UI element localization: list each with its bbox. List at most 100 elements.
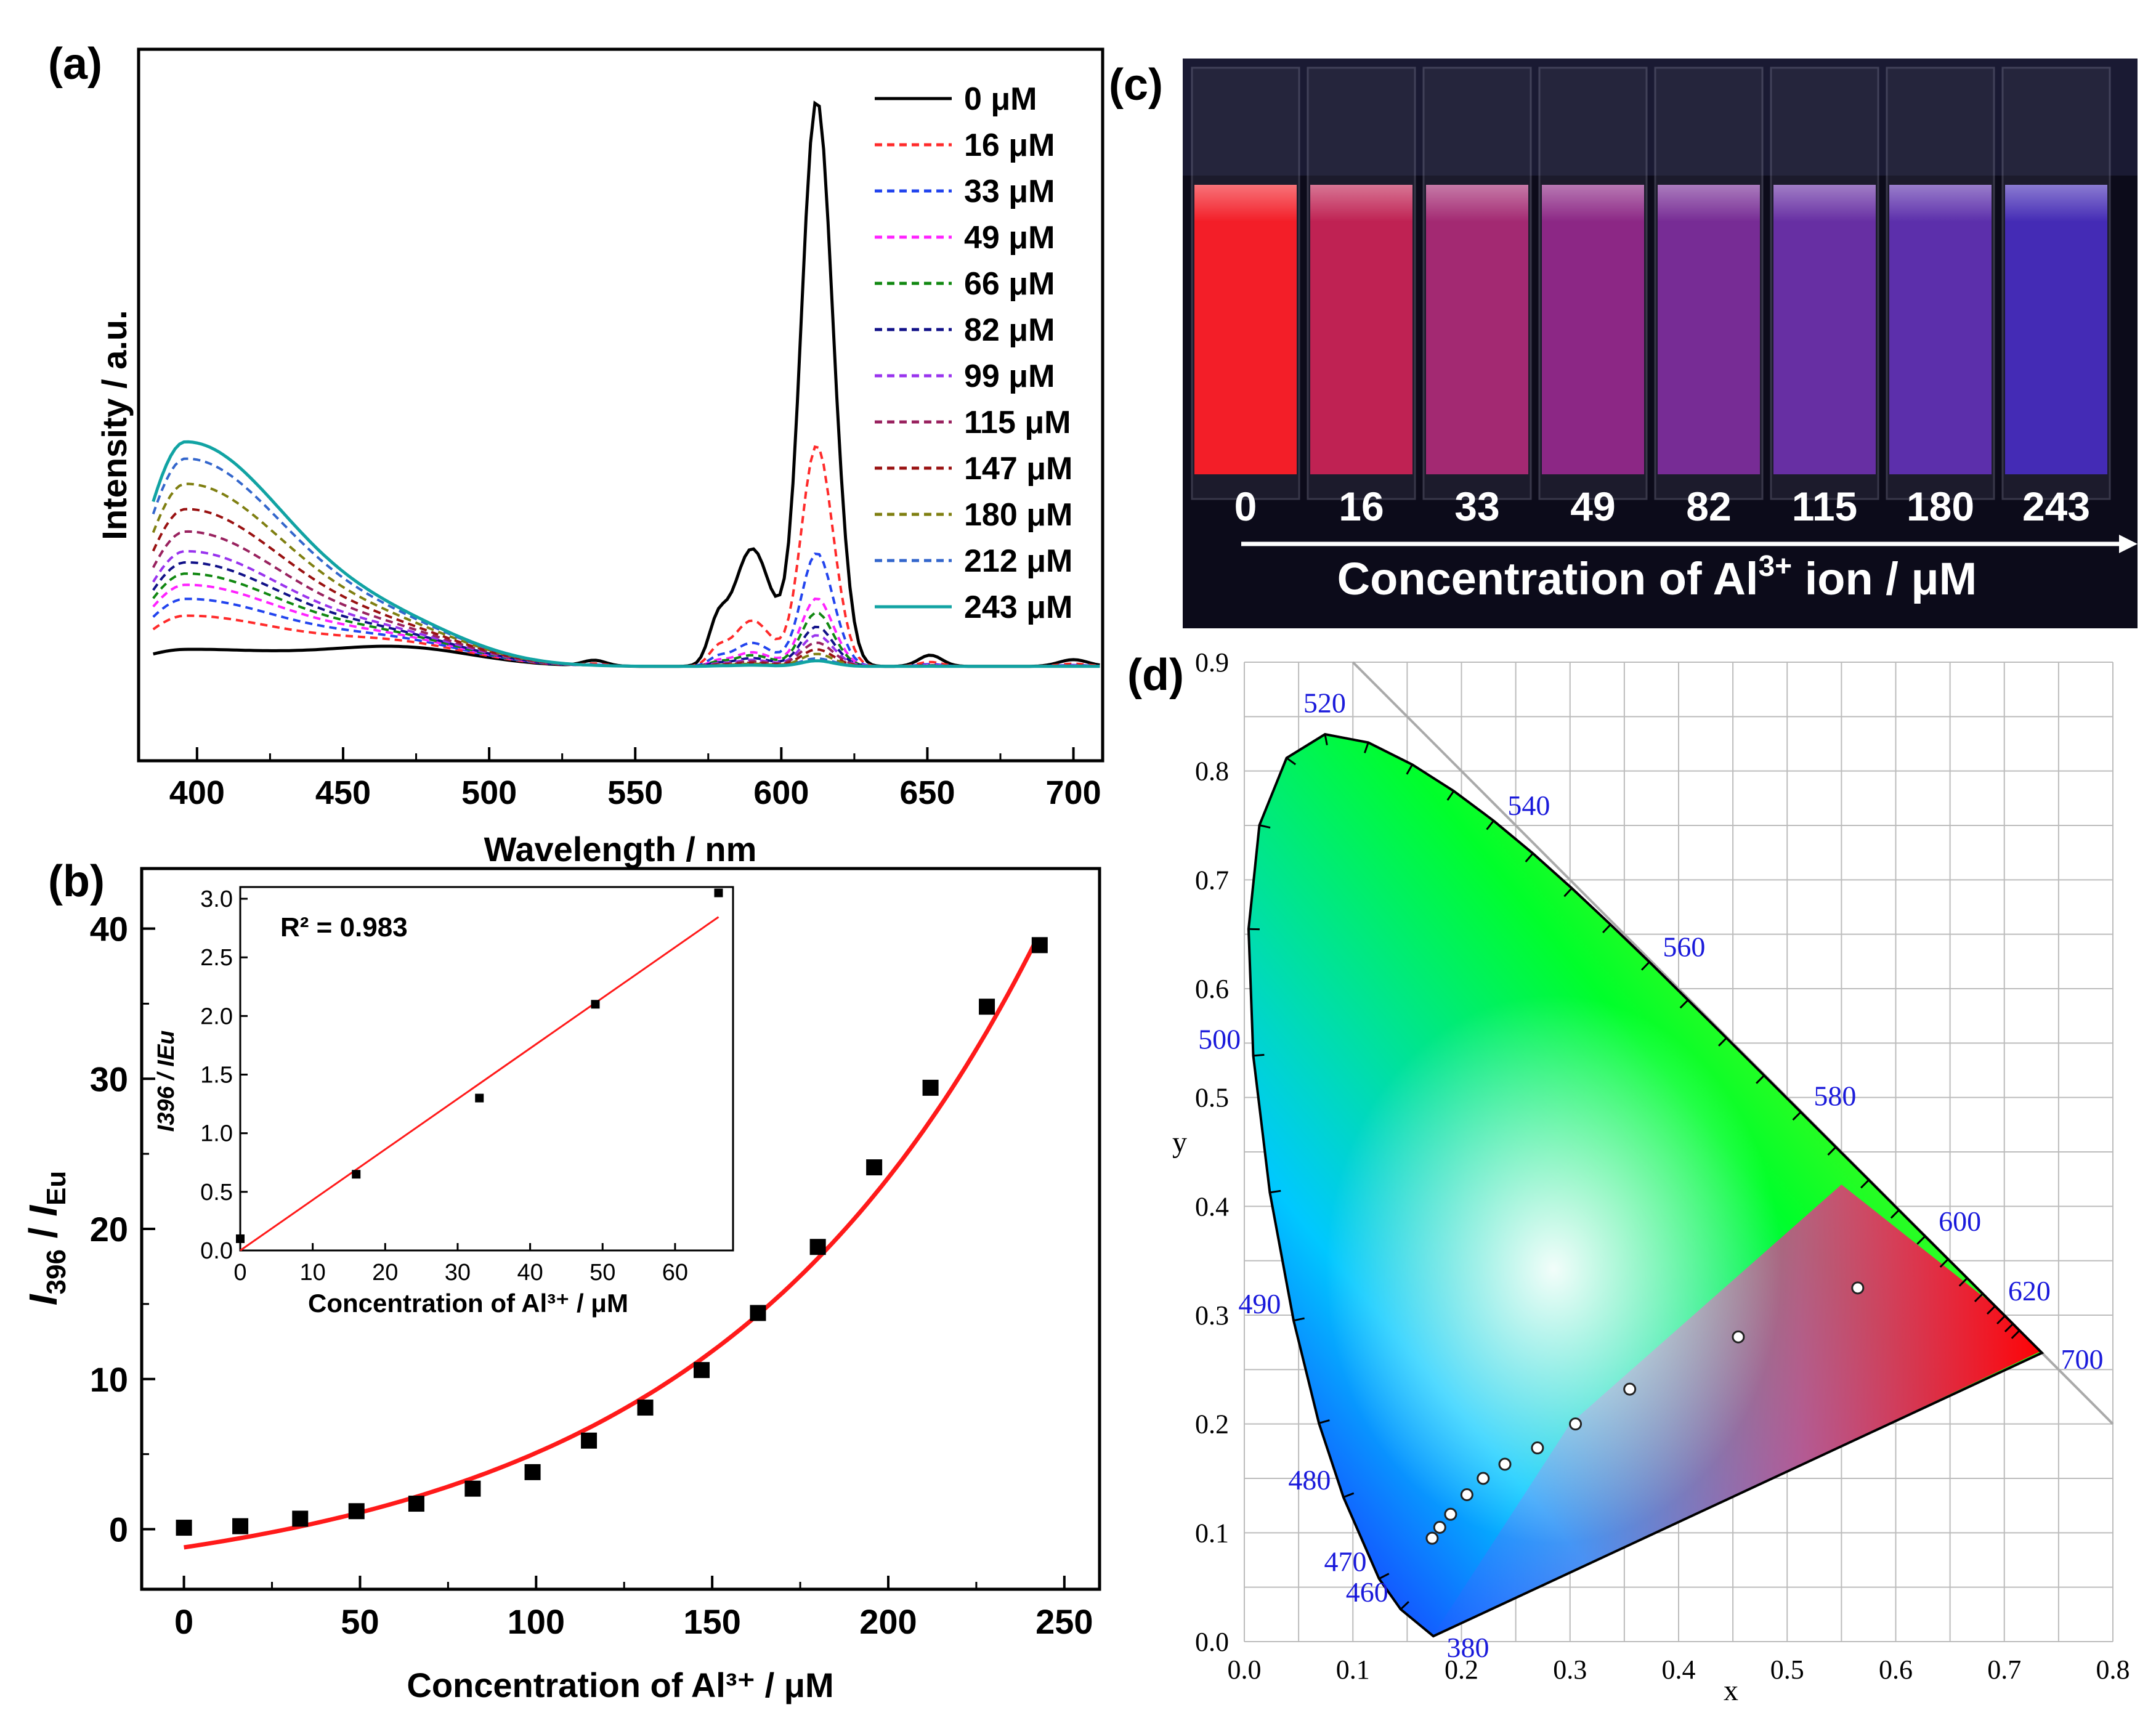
inset-y-tick-label: 1.5 xyxy=(200,1063,233,1088)
data-point-b xyxy=(693,1362,710,1379)
locus-tick xyxy=(1293,1317,1305,1322)
y-tick-label-d: 0.1 xyxy=(1195,1518,1229,1548)
y-tick-label-d: 0.9 xyxy=(1195,647,1229,678)
series-line-a xyxy=(152,457,1100,668)
wavelength-label: 540 xyxy=(1507,790,1550,821)
cie-data-point xyxy=(1477,1472,1490,1485)
inset-fit-line xyxy=(240,916,719,1252)
legend-label-a: 243 μM xyxy=(964,590,1072,625)
inset-data-point xyxy=(591,1000,600,1009)
series-line-a xyxy=(152,445,1100,668)
series-line-a xyxy=(152,583,1100,668)
locus-tick xyxy=(1958,1277,1968,1287)
concentration-label: 33 xyxy=(1454,484,1499,529)
inset-y-tick-label: 0.0 xyxy=(200,1238,233,1264)
y-tick-label-d: 0.2 xyxy=(1195,1409,1229,1440)
cie-data-point xyxy=(1498,1457,1512,1471)
locus-tick xyxy=(1563,887,1573,897)
inset-ticks: 0 10 20 30 40 50 60 0.0 0.5 1.0 1.5 2.0 2.5 3.0 xyxy=(200,886,688,1286)
panel-label-b: (b) xyxy=(48,857,105,906)
x-tick-label-b: 50 xyxy=(341,1602,379,1641)
legend-label-a: 82 μM xyxy=(964,312,1055,348)
data-point-b xyxy=(348,1503,365,1520)
locus-tick xyxy=(1916,1235,1926,1245)
inset-y-tick-label: 2.0 xyxy=(200,1003,233,1029)
inset-x-tick-label: 50 xyxy=(590,1260,615,1286)
legend-label-a: 147 μM xyxy=(964,451,1072,487)
wavelength-label: 620 xyxy=(2008,1275,2051,1307)
inset-data-point xyxy=(475,1093,484,1103)
cie-data-point xyxy=(1531,1441,1544,1455)
locus-tick xyxy=(1343,1492,1355,1498)
cie-data-point xyxy=(1851,1281,1865,1295)
locus-tick xyxy=(1379,1573,1390,1580)
inset-x-tick-label: 0 xyxy=(233,1260,246,1286)
vial-highlight xyxy=(1310,185,1412,222)
data-point-b xyxy=(408,1496,424,1512)
legend-label-a: 49 μM xyxy=(964,220,1055,256)
inset-frame xyxy=(239,886,734,1252)
legend-label-a: 99 μM xyxy=(964,359,1055,394)
wavelength-label: 490 xyxy=(1238,1288,1281,1319)
inset-b: 0 10 20 30 40 50 60 0.0 0.5 1.0 1.5 2.0 2.5 3.0 R² = … xyxy=(153,886,734,1318)
x-tick-label-d: 0.2 xyxy=(1445,1655,1478,1685)
concentration-label: 243 xyxy=(2022,484,2090,529)
cie-data-point xyxy=(1569,1417,1583,1431)
series-lines-a xyxy=(152,100,1100,668)
x-tick-label-a: 700 xyxy=(1046,774,1101,811)
locus-tick xyxy=(2011,1329,2020,1339)
legend-label-a: 180 μM xyxy=(964,497,1072,533)
locus-tick xyxy=(1318,1419,1330,1424)
y-tick-label-d: 0.6 xyxy=(1195,974,1229,1004)
x-tick-label-b: 100 xyxy=(508,1602,565,1641)
locus-tick xyxy=(1525,853,1534,863)
vial-solution xyxy=(1773,185,1876,474)
locus-tick xyxy=(1259,824,1271,829)
locus-tick xyxy=(1717,1037,1727,1047)
series-line-a xyxy=(152,561,1100,668)
y-tick-label-b: 20 xyxy=(90,1210,128,1249)
panel-d: (d) 0.0 0.1 0.2 0.3 0.4 0.5 0.6 0.7 0.8 0.0 0.1 0.2… xyxy=(1127,647,2130,1707)
inset-data-point xyxy=(714,888,723,897)
wavelength-label: 520 xyxy=(1303,687,1346,719)
y-tick-label-d: 0.7 xyxy=(1195,865,1229,895)
vial-solution xyxy=(1889,185,1992,474)
locus-tick xyxy=(1792,1111,1802,1121)
y-axis-label-b: I396 / IEu xyxy=(21,1171,71,1306)
y-axis-label-d: y xyxy=(1172,1126,1187,1159)
data-point-b xyxy=(232,1518,249,1534)
panel-a: (a) 400 450 500 550 600 650 700 0 μM 16 μM 33 μM… xyxy=(48,39,1104,869)
inset-plot xyxy=(236,888,723,1252)
data-point-b xyxy=(809,1239,826,1255)
wavelength-label: 480 xyxy=(1288,1464,1331,1496)
cie-points xyxy=(1425,1281,1865,1545)
cie-data-point xyxy=(1444,1507,1457,1521)
wavelength-label: 580 xyxy=(1814,1080,1856,1112)
wavelength-label: 600 xyxy=(1939,1205,1981,1237)
x-tick-label-d: 0.6 xyxy=(1879,1655,1913,1685)
concentration-labels: 0 16 33 49 82 115 180 243 xyxy=(1234,484,2090,529)
vial-highlight xyxy=(1889,185,1992,222)
x-tick-label-a: 600 xyxy=(753,774,809,811)
vial-highlight xyxy=(1658,185,1760,222)
wavelength-label: 380 xyxy=(1446,1632,1489,1663)
data-point-b xyxy=(750,1305,766,1321)
locus-tick xyxy=(1286,757,1297,766)
locus-tick xyxy=(1756,1074,1765,1084)
x-tick-label-a: 400 xyxy=(169,774,225,811)
locus-tick xyxy=(1860,1179,1870,1189)
data-point-b xyxy=(922,1079,939,1096)
photo-ambient xyxy=(1183,59,2138,176)
data-point-b xyxy=(176,1520,192,1536)
plot-area-b xyxy=(176,937,1048,1550)
vial-solution xyxy=(1194,185,1297,474)
locus-tick xyxy=(1363,742,1369,753)
x-ticks-a: 400 450 500 550 600 650 700 xyxy=(169,747,1101,811)
locus-tick xyxy=(1324,734,1328,745)
cie-data-point xyxy=(1732,1330,1745,1343)
concentration-label: 16 xyxy=(1339,484,1384,529)
inset-x-tick-label: 30 xyxy=(445,1260,471,1286)
cie-data-point xyxy=(1433,1521,1446,1534)
locus-tick xyxy=(1679,999,1689,1009)
